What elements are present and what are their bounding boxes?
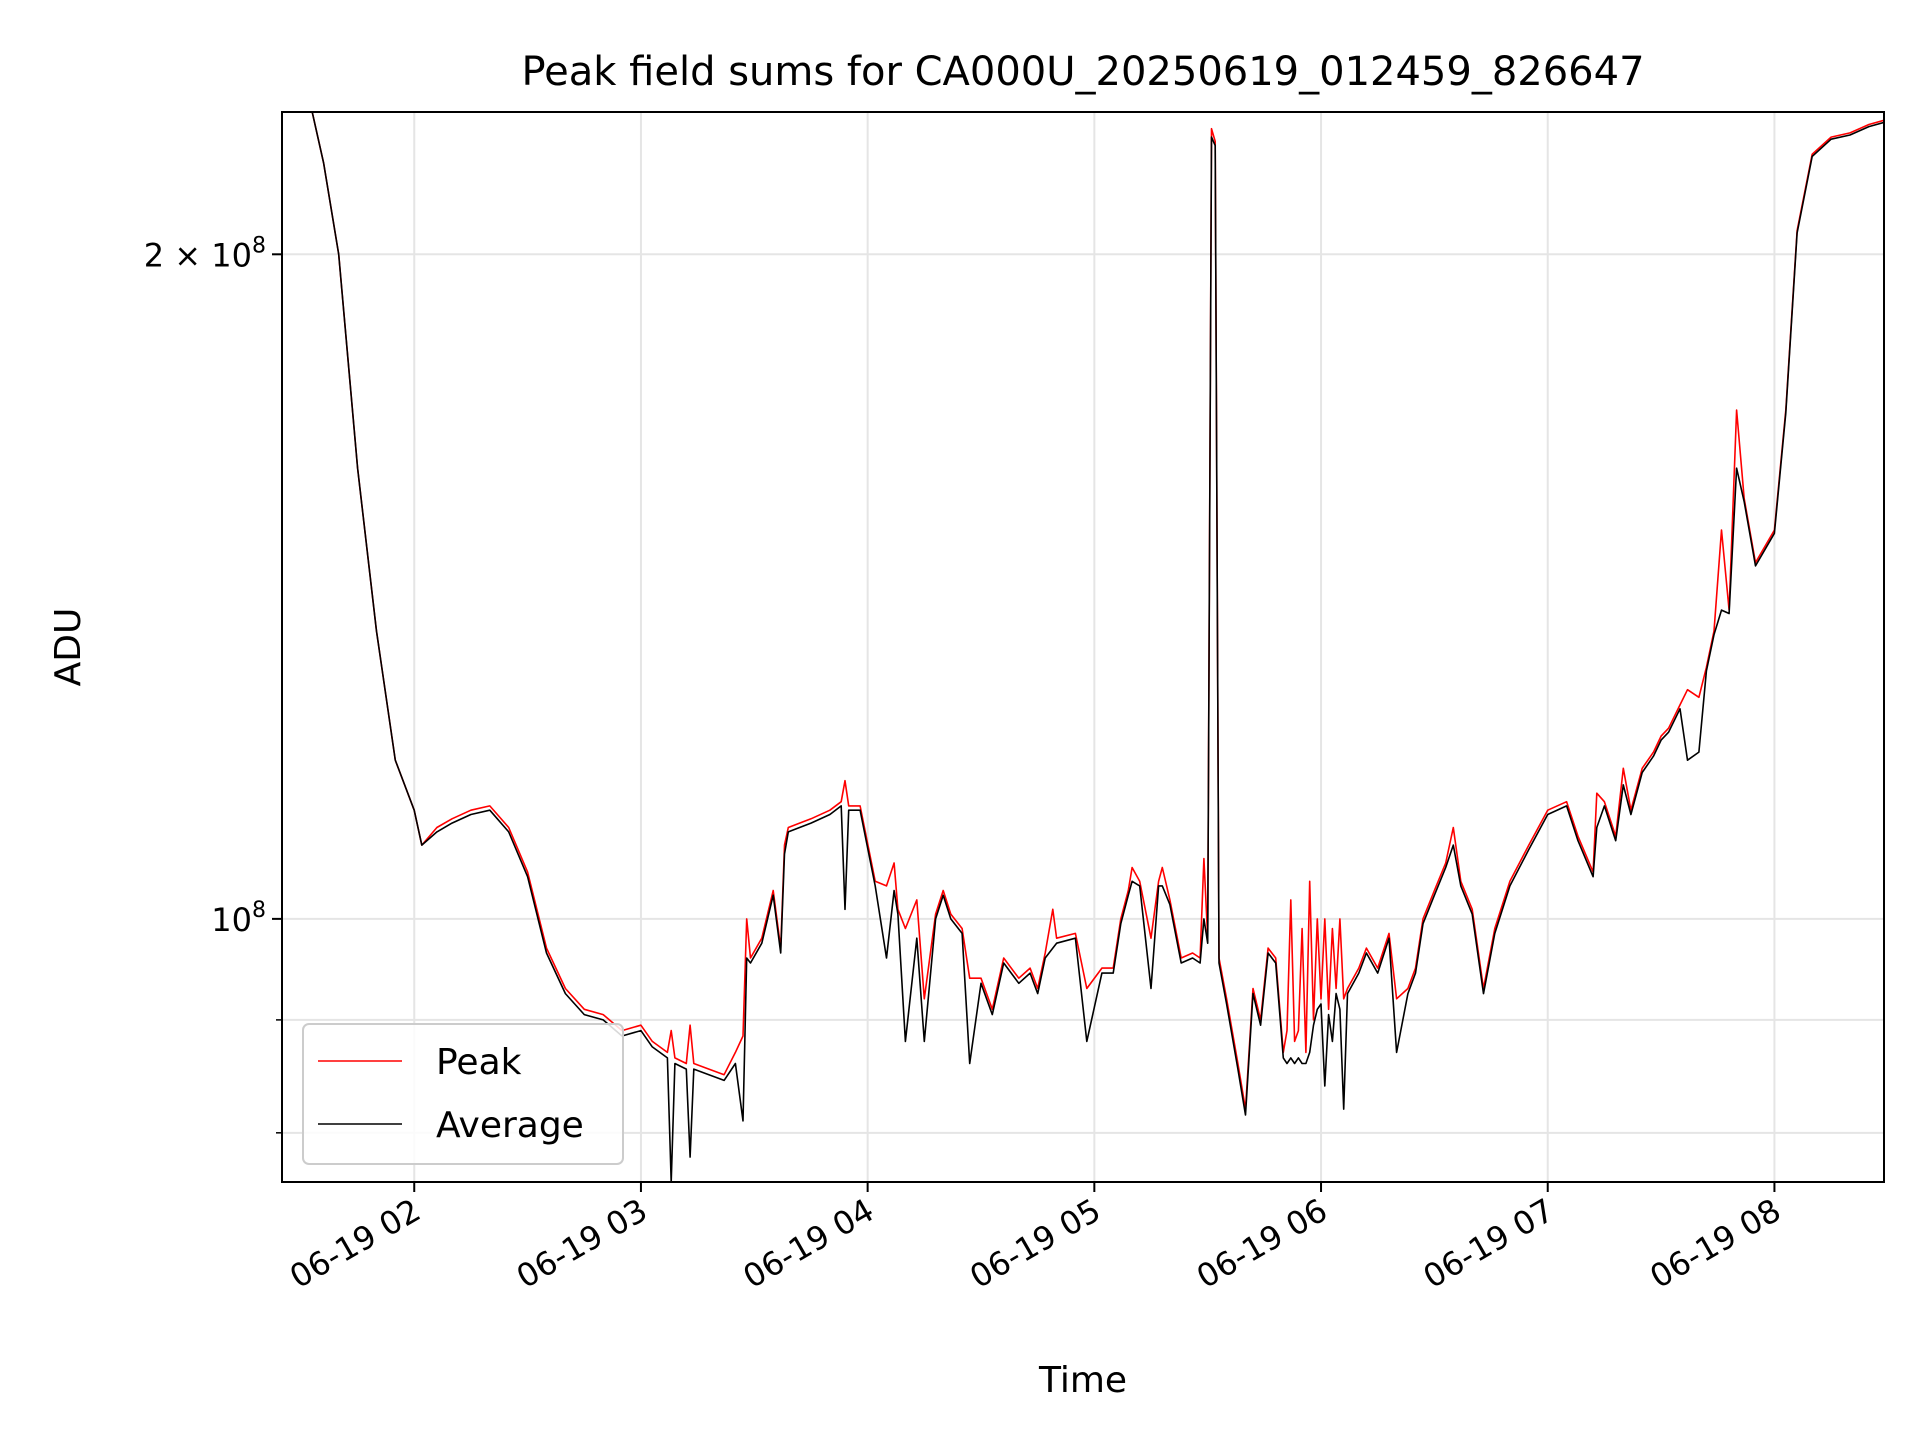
legend: Peak Average — [302, 1023, 624, 1165]
legend-label-average: Average — [436, 1105, 584, 1146]
legend-box — [302, 1023, 624, 1165]
chart-title: Peak field sums for CA000U_20250619_0124… — [521, 49, 1644, 95]
series-line-average — [282, 112, 1884, 1182]
legend-label-peak: Peak — [436, 1042, 522, 1083]
series-layer — [282, 112, 1884, 1182]
y-tick-label: 2 × 108 — [144, 233, 266, 274]
x-axis-label: Time — [1038, 1360, 1127, 1401]
grid — [282, 112, 1884, 1182]
plot-frame — [281, 111, 1885, 1183]
y-tick-label: 108 — [211, 898, 266, 939]
series-line-peak — [282, 112, 1884, 1110]
y-axis: 108 2 × 108 — [144, 233, 282, 1134]
y-axis-label: ADU — [48, 608, 89, 687]
